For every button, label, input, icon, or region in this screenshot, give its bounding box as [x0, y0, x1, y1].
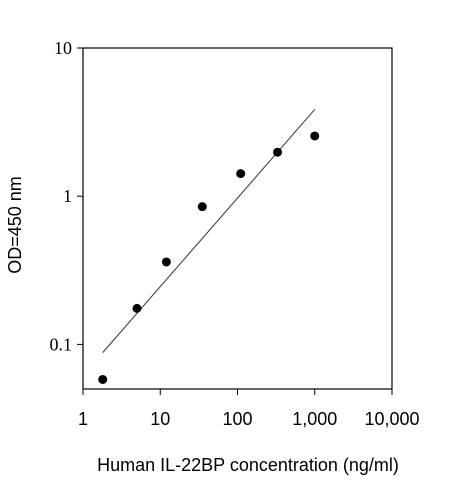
- data-point: [98, 374, 108, 384]
- data-points: [98, 131, 320, 384]
- plot-frame: [82, 47, 393, 390]
- axes: [82, 47, 393, 390]
- x-tick-label: 1,000: [292, 409, 337, 429]
- x-tick-label: 100: [222, 409, 252, 429]
- data-point: [197, 202, 207, 212]
- data-point: [236, 169, 246, 179]
- x-tick-label: 10: [150, 409, 170, 429]
- fit-line: [102, 109, 316, 353]
- y-tick-label: 0.1: [50, 334, 73, 354]
- x-axis-ticks: 1 10 100 1,000 10,000: [78, 389, 420, 429]
- x-axis-title: Human IL-22BP concentration (ng/ml): [97, 455, 399, 475]
- data-point: [273, 147, 283, 157]
- data-point: [132, 303, 142, 313]
- y-tick-label: 10: [54, 38, 72, 58]
- y-axis-ticks: 0.1 1 10: [50, 38, 83, 354]
- data-point: [161, 257, 171, 267]
- fit-line-group: [102, 109, 316, 353]
- y-tick-label: 1: [63, 186, 72, 206]
- x-tick-label: 10,000: [364, 409, 419, 429]
- data-point: [310, 131, 320, 141]
- x-tick-label: 1: [78, 409, 88, 429]
- y-axis-title: OD=450 nm: [5, 176, 25, 274]
